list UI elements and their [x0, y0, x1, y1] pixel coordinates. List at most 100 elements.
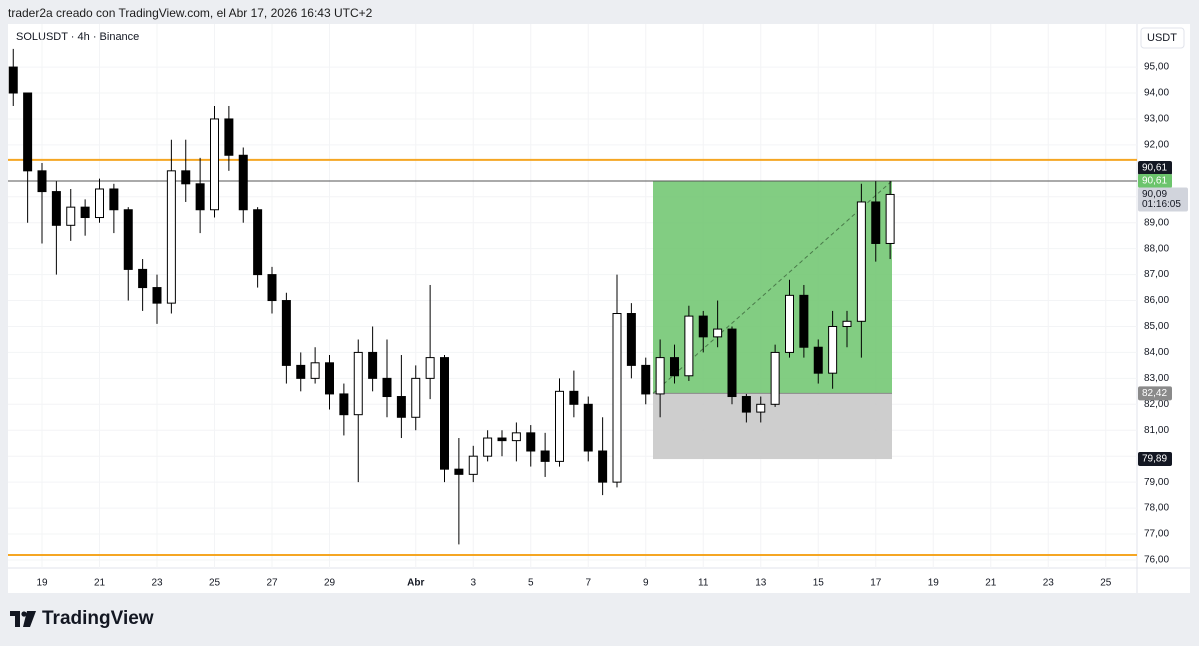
candle-body	[511, 432, 521, 442]
x-tick-label: 13	[755, 578, 767, 589]
candle-body	[368, 351, 378, 379]
candle-body	[799, 294, 809, 348]
candle-body	[152, 287, 162, 304]
candle-body	[526, 432, 536, 452]
candle-body	[583, 403, 593, 452]
candle-body	[885, 193, 895, 244]
candle-body	[828, 325, 838, 374]
candle-body	[684, 315, 694, 377]
y-tick-label: 84,00	[1144, 347, 1169, 358]
x-tick-label: 23	[151, 578, 163, 589]
candle-body	[109, 188, 119, 211]
x-tick-label: 27	[266, 578, 278, 589]
x-tick-label: 15	[813, 578, 825, 589]
y-tick-label: 87,00	[1144, 269, 1169, 280]
last-price-bg	[1138, 187, 1188, 212]
target-label: 90,61	[1142, 176, 1167, 187]
candle-body	[727, 328, 737, 398]
brand-name: TradingView	[42, 608, 154, 629]
plot-area	[8, 24, 1137, 568]
header-caption: trader2a creado con TradingView.com, el …	[8, 6, 373, 20]
candle-body	[382, 377, 392, 398]
candle-body	[396, 396, 406, 418]
candle-body	[483, 437, 493, 457]
currency-box[interactable]	[1140, 27, 1185, 49]
x-tick-label: 25	[1100, 578, 1112, 589]
y-tick-label: 93,00	[1144, 114, 1169, 125]
x-tick-label: 19	[36, 578, 48, 589]
candle-body	[123, 209, 133, 270]
candle-body	[253, 209, 263, 276]
stop-label: 79,89	[1142, 454, 1167, 465]
y-tick-label: 88,00	[1144, 243, 1169, 254]
candle-body	[296, 364, 306, 379]
candle-body	[785, 294, 794, 353]
candle-body	[698, 315, 708, 338]
stop-label-bg	[1138, 452, 1172, 467]
candle-body	[641, 364, 651, 395]
entry-label-bg	[1138, 386, 1172, 401]
candle-body	[95, 188, 104, 219]
candle-body	[440, 357, 449, 470]
y-tick-label: 78,00	[1144, 503, 1169, 514]
candle-body	[353, 351, 363, 416]
brand-logo: TradingView	[10, 608, 154, 630]
x-tick-label: 11	[698, 578, 709, 589]
candle-body	[569, 390, 579, 405]
candle-body	[23, 92, 33, 172]
candle-body	[856, 201, 866, 322]
currency[interactable]: USDT	[1147, 32, 1177, 44]
candle-body	[339, 393, 349, 416]
countdown-label: 01:16:05	[1142, 199, 1181, 210]
y-tick-label: 83,00	[1144, 373, 1169, 384]
candle-body	[770, 351, 780, 405]
y-tick-label: 76,00	[1144, 555, 1169, 566]
candle-body	[138, 268, 148, 289]
candle-body	[210, 118, 219, 211]
candle-body	[166, 170, 176, 304]
candle-body	[224, 118, 234, 156]
candle-body	[468, 455, 478, 475]
x-tick-label: 23	[1043, 578, 1055, 589]
x-tick-label: 5	[528, 578, 534, 589]
x-tick-label: 29	[324, 578, 336, 589]
x-tick-label: 9	[643, 578, 649, 589]
crosshair-label-bg	[1138, 160, 1172, 175]
y-tick-label: 79,00	[1144, 477, 1169, 488]
candle-body	[670, 357, 679, 377]
y-tick-label: 81,00	[1144, 425, 1169, 436]
candle-body	[454, 468, 464, 475]
candle-body	[267, 274, 277, 302]
candle-body	[181, 170, 191, 185]
candle-body	[555, 390, 564, 462]
candle-body	[80, 206, 90, 219]
candle-body	[598, 450, 608, 483]
entry-label: 82,42	[1142, 388, 1167, 399]
candle-body	[195, 183, 205, 211]
candle-body	[325, 362, 334, 395]
symbol-title: SOLUSDT · 4h · Binance	[16, 31, 139, 43]
candle-body	[626, 313, 636, 366]
y-tick-label: 82,00	[1144, 399, 1169, 410]
y-tick-label: 92,00	[1144, 140, 1169, 151]
x-tick-label: 17	[870, 578, 882, 589]
candle-body	[281, 300, 291, 366]
brand-icon	[10, 611, 36, 627]
x-tick-label: 7	[585, 578, 591, 589]
candle-body	[741, 396, 751, 413]
y-tick-label: 85,00	[1144, 321, 1169, 332]
x-tick-label: 3	[470, 578, 476, 589]
last-price-label: 90,09	[1142, 189, 1167, 200]
position-path	[652, 180, 893, 394]
candle-body	[37, 170, 47, 193]
x-tick-label: 21	[94, 578, 106, 589]
candle-body	[540, 450, 550, 462]
candle-body	[51, 191, 61, 226]
candle-body	[66, 206, 76, 226]
target-label-bg	[1138, 173, 1172, 188]
y-tick-label: 89,00	[1144, 217, 1169, 228]
x-tick-label: 25	[209, 578, 221, 589]
candle-body	[612, 313, 622, 483]
candle-body	[8, 66, 18, 94]
